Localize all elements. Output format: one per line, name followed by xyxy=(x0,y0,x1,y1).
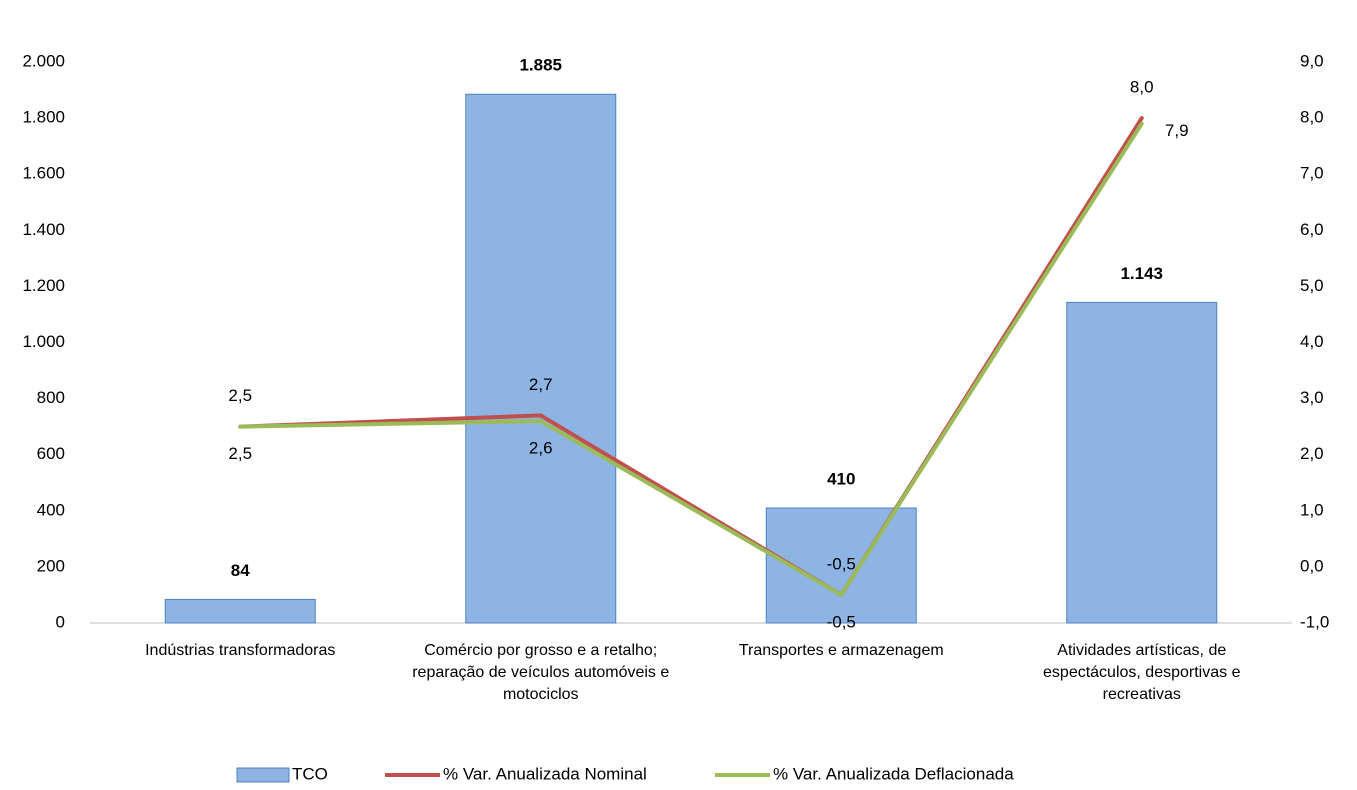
y-tick-label: 1.800 xyxy=(22,108,65,127)
line-value-label: 2,5 xyxy=(228,386,252,405)
line-value-label: 7,9 xyxy=(1165,121,1189,140)
y2-tick-label: 5,0 xyxy=(1300,276,1324,295)
y-tick-label: 200 xyxy=(37,556,65,575)
legend-label: % Var. Anualizada Nominal xyxy=(443,764,647,783)
y-tick-label: 400 xyxy=(37,500,65,519)
bar xyxy=(465,93,617,624)
x-tick-label: Indústrias transformadoras xyxy=(145,642,336,659)
x-tick-label: Transportes e armazenagem xyxy=(738,642,944,659)
x-tick-label: Comércio por grosso e a retalho; reparaç… xyxy=(412,642,670,703)
y2-tick-label: 3,0 xyxy=(1300,388,1324,407)
legend-label: TCO xyxy=(292,764,328,783)
line-value-label: -0,5 xyxy=(827,554,856,573)
line-value-label: 8,0 xyxy=(1130,78,1154,97)
y-tick-label: 1.200 xyxy=(22,276,65,295)
y2-tick-label: 1,0 xyxy=(1300,500,1324,519)
line-value-label: -0,5 xyxy=(827,612,856,631)
y2-tick-label: -1,0 xyxy=(1300,612,1329,631)
y-tick-label: 800 xyxy=(37,388,65,407)
y2-tick-label: 0,0 xyxy=(1300,556,1324,575)
bar xyxy=(1066,301,1218,624)
bar-value-label: 1.885 xyxy=(519,56,562,75)
y2-tick-label: 8,0 xyxy=(1300,108,1324,127)
y-tick-label: 0 xyxy=(56,612,65,631)
y2-tick-label: 9,0 xyxy=(1300,51,1324,70)
y2-tick-label: 2,0 xyxy=(1300,444,1324,463)
y-tick-label: 2.000 xyxy=(22,51,65,70)
line-value-label: 2,7 xyxy=(529,375,553,394)
legend-label: % Var. Anualizada Deflacionada xyxy=(773,764,1014,783)
bar-value-label: 1.143 xyxy=(1120,264,1163,283)
y-tick-label: 1.400 xyxy=(22,220,65,239)
x-tick-label: Atividades artísticas, de espectáculos, … xyxy=(1043,642,1241,703)
bar-value-label: 84 xyxy=(231,561,250,580)
line xyxy=(238,121,1144,597)
line xyxy=(238,116,1144,597)
bar-value-label: 410 xyxy=(827,469,855,488)
line-value-label: 2,5 xyxy=(228,444,252,463)
y2-tick-label: 7,0 xyxy=(1300,164,1324,183)
y-tick-label: 1.600 xyxy=(22,164,65,183)
y2-tick-label: 4,0 xyxy=(1300,332,1324,351)
bar xyxy=(164,598,316,624)
y-tick-label: 600 xyxy=(37,444,65,463)
legend-swatch xyxy=(236,767,290,783)
y2-tick-label: 6,0 xyxy=(1300,220,1324,239)
line-value-label: 2,6 xyxy=(529,439,553,458)
y-tick-label: 1.000 xyxy=(22,332,65,351)
